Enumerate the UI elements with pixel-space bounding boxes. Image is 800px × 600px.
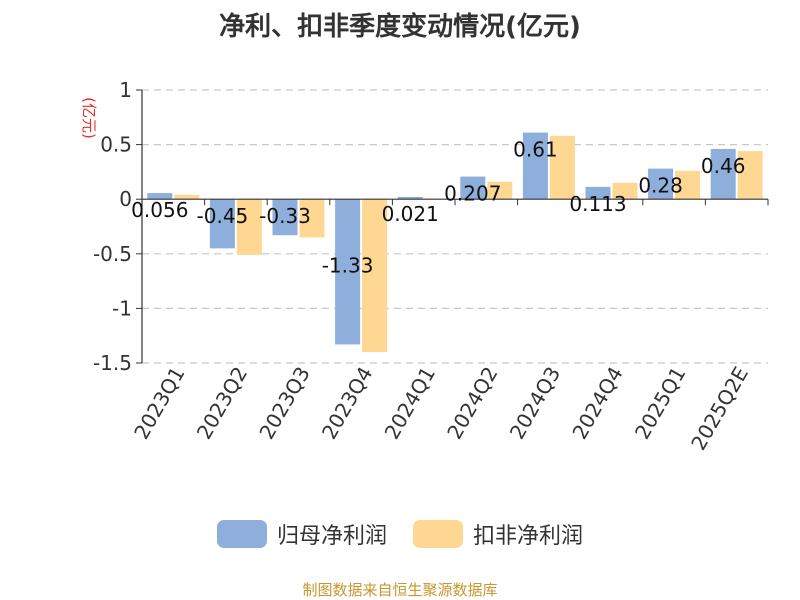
bar bbox=[397, 196, 423, 200]
bar bbox=[299, 199, 325, 238]
x-tick-label: 2024Q3 bbox=[505, 363, 565, 444]
x-tick-label: 2024Q1 bbox=[380, 363, 440, 444]
bar bbox=[236, 199, 262, 255]
bar bbox=[522, 132, 548, 200]
bar bbox=[335, 199, 361, 345]
data-label: -0.45 bbox=[197, 204, 249, 228]
data-label: 0.056 bbox=[131, 198, 188, 222]
bar bbox=[675, 170, 701, 200]
axes: 10.50-0.5-1-1.5(亿元)2023Q1 2023Q2 2023Q3 202… bbox=[80, 78, 769, 455]
y-tick-label: -1 bbox=[112, 296, 132, 320]
bar bbox=[737, 151, 763, 200]
legend-label-series-2: 扣非净利润 bbox=[473, 524, 584, 549]
data-label: 0.61 bbox=[513, 138, 558, 162]
data-label: -0.33 bbox=[259, 204, 311, 228]
legend: 归母净利润 扣非净利润 bbox=[0, 518, 800, 550]
data-label: 0.113 bbox=[569, 192, 626, 216]
bar bbox=[362, 199, 388, 353]
legend-item-series-2[interactable]: 扣非净利润 bbox=[413, 518, 583, 550]
x-tick-label: 2023Q1 bbox=[129, 363, 189, 444]
bar bbox=[585, 186, 611, 200]
bars bbox=[147, 132, 763, 353]
y-tick-label: 0.5 bbox=[100, 133, 132, 157]
data-label: 0.28 bbox=[638, 174, 683, 198]
bar bbox=[549, 135, 575, 200]
bar bbox=[174, 194, 200, 200]
legend-label-series-1: 归母净利润 bbox=[276, 524, 387, 549]
x-tick-label: 2024Q4 bbox=[567, 363, 627, 444]
x-tick-label: 2023Q2 bbox=[192, 363, 252, 444]
legend-swatch-series-1 bbox=[216, 520, 267, 548]
data-label: 0.021 bbox=[382, 202, 439, 226]
x-tick-label: 2024Q2 bbox=[442, 363, 502, 444]
grid-lines bbox=[142, 89, 768, 364]
legend-item-series-1[interactable]: 归母净利润 bbox=[216, 518, 387, 550]
bar bbox=[648, 168, 674, 200]
bar bbox=[147, 193, 173, 200]
bar bbox=[272, 199, 298, 236]
y-axis-label: (亿元) bbox=[80, 97, 98, 139]
data-label: 0.207 bbox=[444, 182, 501, 206]
x-tick-label: 2025Q2E bbox=[686, 363, 753, 455]
bar bbox=[612, 182, 638, 200]
bar bbox=[209, 199, 235, 249]
y-tick-label: -1.5 bbox=[93, 351, 132, 375]
bar bbox=[487, 181, 513, 200]
source-note: 制图数据来自恒生聚源数据库 bbox=[302, 581, 498, 599]
x-tick-label: 2023Q4 bbox=[317, 363, 377, 444]
x-tick-label: 2023Q3 bbox=[254, 363, 314, 444]
data-label: 0.46 bbox=[701, 154, 746, 178]
y-tick-label: 0 bbox=[119, 187, 132, 211]
bar bbox=[710, 148, 736, 200]
chart-title: 净利、扣非季度变动情况(亿元) bbox=[219, 12, 581, 42]
y-tick-label: 1 bbox=[119, 78, 132, 102]
legend-swatch-series-2 bbox=[413, 520, 463, 548]
x-tick-label: 2025Q1 bbox=[630, 363, 690, 444]
y-tick-label: -0.5 bbox=[93, 242, 132, 266]
bar bbox=[460, 176, 486, 200]
data-label: -1.33 bbox=[322, 254, 374, 278]
